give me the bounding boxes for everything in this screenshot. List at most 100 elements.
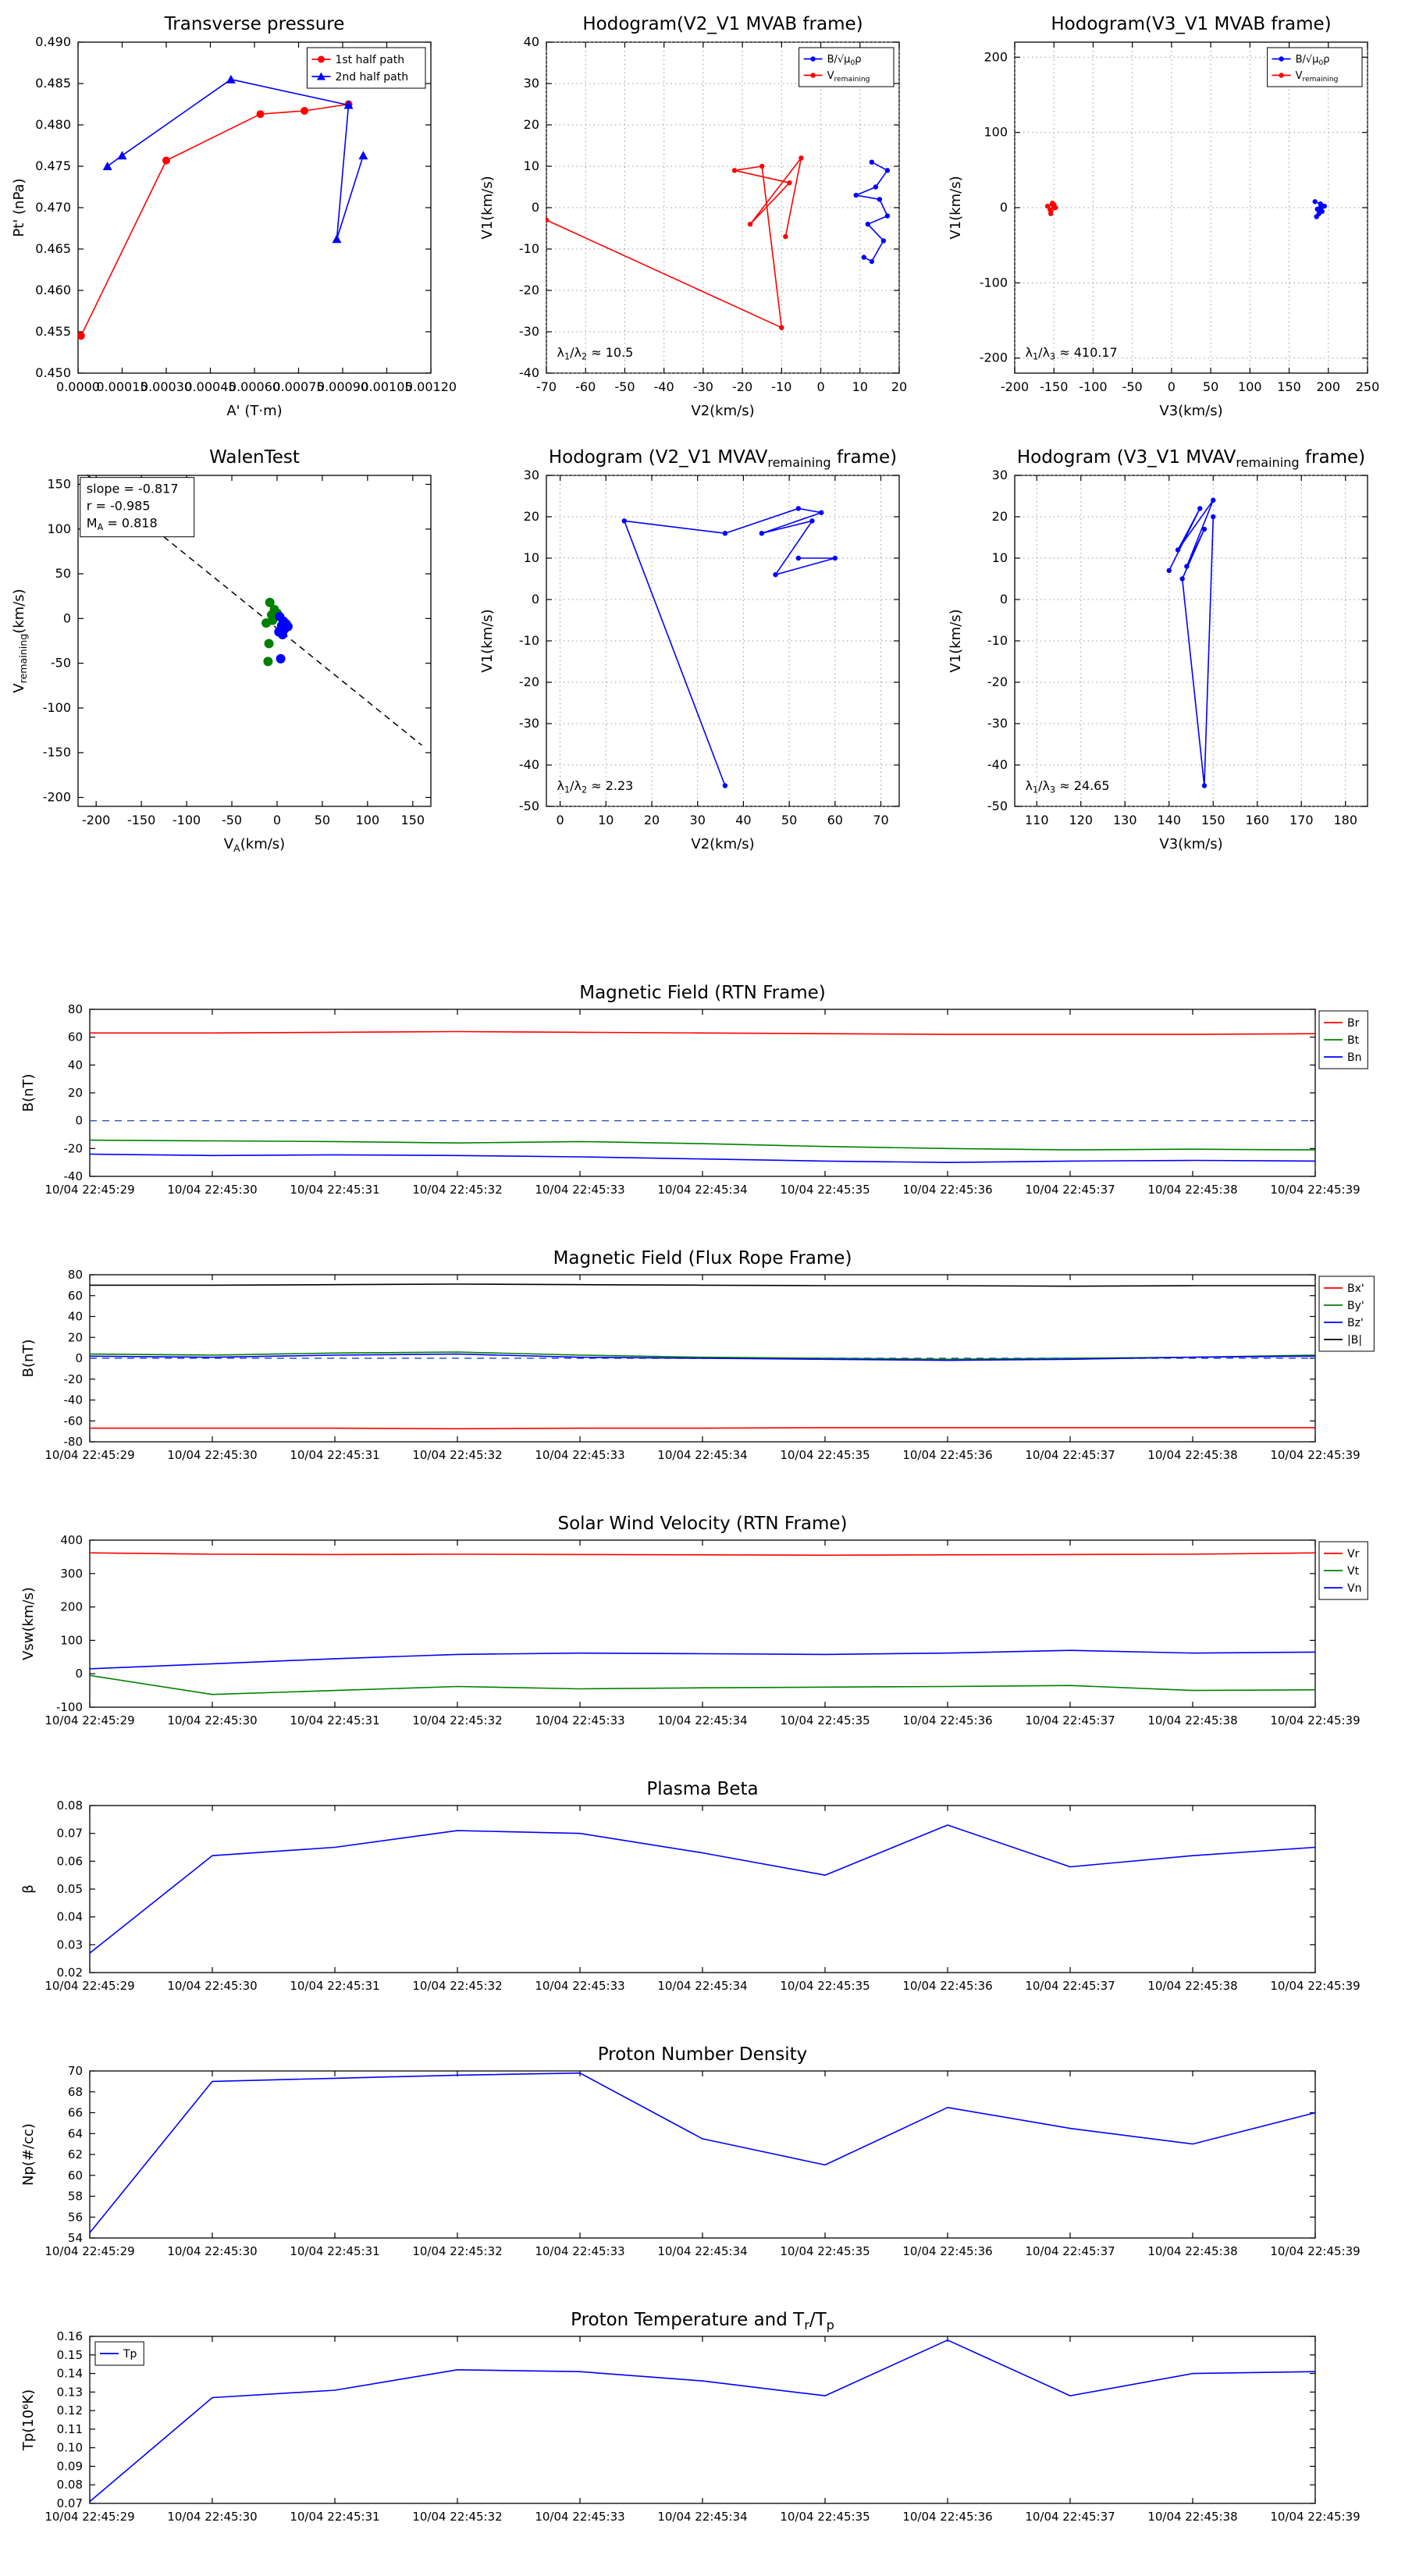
svg-text:-20: -20 — [732, 379, 752, 394]
svg-text:Transverse pressure: Transverse pressure — [164, 14, 345, 34]
svg-text:70: 70 — [68, 2064, 83, 2078]
svg-text:λ1/λ3 ≈ 410.17: λ1/λ3 ≈ 410.17 — [1026, 345, 1118, 362]
svg-text:0.470: 0.470 — [35, 200, 71, 215]
svg-text:64: 64 — [68, 2126, 83, 2140]
svg-text:160: 160 — [1245, 813, 1269, 827]
svg-text:-50: -50 — [1122, 379, 1143, 394]
svg-text:100: 100 — [984, 125, 1008, 140]
svg-text:λ1/λ3 ≈ 24.65: λ1/λ3 ≈ 24.65 — [1026, 778, 1110, 795]
svg-text:10/04 22:45:39: 10/04 22:45:39 — [1270, 1979, 1360, 1993]
svg-text:10/04 22:45:29: 10/04 22:45:29 — [44, 2244, 134, 2258]
svg-text:-150: -150 — [1040, 379, 1068, 394]
svg-text:10/04 22:45:30: 10/04 22:45:30 — [167, 1979, 257, 1993]
svg-text:0.00015: 0.00015 — [96, 379, 148, 394]
svg-text:40: 40 — [735, 813, 751, 827]
svg-text:10/04 22:45:39: 10/04 22:45:39 — [1270, 1448, 1360, 1462]
chart-hodogram-v3v1-mvab: -200 -150 -100 -50 0 50 100 150 200 250 -200 -100 0 1… — [937, 8, 1405, 441]
svg-text:100: 100 — [1238, 379, 1262, 394]
svg-text:-60: -60 — [64, 1414, 84, 1428]
chart-hodogram-v3v1-mvav-remaining: 110 120 130 140 150 160 170 180 -50 -40 -30 -20 -10 0… — [937, 441, 1405, 874]
chart-hodogram-v2v1-mvab: -70 -60 -50 -40 -30 -20 -10 0 10 20 -40 -30 -20 -10 0 1… — [468, 8, 937, 441]
svg-text:0.450: 0.450 — [35, 365, 71, 380]
transverse-pressure-plot: 0.00000.000150.000300.000450.000600.0007… — [11, 14, 457, 419]
svg-text:V1(km/s): V1(km/s) — [948, 176, 964, 239]
svg-text:0: 0 — [273, 813, 281, 827]
svg-text:0: 0 — [532, 592, 539, 607]
svg-text:10/04 22:45:29: 10/04 22:45:29 — [44, 1979, 134, 1993]
svg-text:Hodogram (V2_V1 MVAVremaining: Hodogram (V2_V1 MVAVremaining frame) — [549, 447, 897, 470]
svg-text:0.00030: 0.00030 — [140, 379, 192, 394]
svg-text:Magnetic Field (RTN Frame): Magnetic Field (RTN Frame) — [579, 983, 826, 1003]
svg-text:10/04 22:45:37: 10/04 22:45:37 — [1025, 1183, 1115, 1197]
svg-text:10: 10 — [852, 379, 868, 394]
svg-text:-100: -100 — [1079, 379, 1107, 394]
svg-text:-100: -100 — [173, 813, 201, 827]
svg-text:120: 120 — [1069, 813, 1093, 827]
svg-text:MA = 0.818: MA = 0.818 — [87, 516, 158, 533]
svg-text:10/04 22:45:32: 10/04 22:45:32 — [412, 1979, 502, 1993]
svg-text:50: 50 — [781, 813, 797, 827]
svg-text:10/04 22:45:35: 10/04 22:45:35 — [780, 1448, 870, 1462]
svg-text:0: 0 — [63, 610, 71, 625]
svg-text:V2(km/s): V2(km/s) — [691, 836, 754, 852]
svg-text:-30: -30 — [693, 379, 713, 394]
svg-text:300: 300 — [60, 1567, 83, 1581]
svg-text:0.07: 0.07 — [57, 1827, 83, 1841]
svg-text:2nd half path: 2nd half path — [335, 71, 408, 84]
svg-text:10/04 22:45:37: 10/04 22:45:37 — [1025, 2244, 1115, 2258]
svg-text:-80: -80 — [64, 1435, 84, 1449]
svg-text:0.00120: 0.00120 — [405, 379, 457, 394]
svg-text:10/04 22:45:36: 10/04 22:45:36 — [902, 1713, 992, 1727]
svg-text:10/04 22:45:31: 10/04 22:45:31 — [290, 1979, 379, 1993]
chart-solar-wind-velocity: 10/04 22:45:29 10/04 22:45:30 10/04 22:45:… — [0, 1510, 1405, 1770]
chart-walen-test: -200 -150 -100 -50 0 50 100 150 -200 -150 -100 -50 0… — [0, 441, 468, 874]
svg-text:V2(km/s): V2(km/s) — [691, 403, 754, 419]
svg-text:Tp(10⁶K): Tp(10⁶K) — [20, 2389, 37, 2451]
svg-text:-40: -40 — [654, 379, 674, 394]
svg-text:Hodogram(V2_V1 MVAB frame): Hodogram(V2_V1 MVAB frame) — [582, 14, 863, 34]
svg-text:10: 10 — [992, 550, 1008, 565]
svg-text:WalenTest: WalenTest — [209, 447, 300, 468]
svg-text:200: 200 — [1317, 379, 1341, 394]
svg-text:By': By' — [1347, 1300, 1364, 1312]
svg-text:10/04 22:45:36: 10/04 22:45:36 — [902, 2510, 992, 2524]
svg-text:0.05: 0.05 — [57, 1882, 83, 1896]
svg-text:20: 20 — [524, 509, 539, 524]
svg-text:Bt: Bt — [1347, 1034, 1360, 1047]
svg-text:10/04 22:45:33: 10/04 22:45:33 — [535, 1713, 624, 1727]
svg-text:10/04 22:45:29: 10/04 22:45:29 — [44, 1183, 134, 1197]
svg-text:10/04 22:45:35: 10/04 22:45:35 — [780, 2244, 870, 2258]
svg-text:-20: -20 — [519, 674, 539, 689]
svg-text:A' (T·m): A' (T·m) — [226, 403, 282, 419]
svg-text:10/04 22:45:35: 10/04 22:45:35 — [780, 1713, 870, 1727]
svg-text:0.04: 0.04 — [57, 1910, 83, 1924]
hodogram-v2v1-mvab-plot: -70 -60 -50 -40 -30 -20 -10 0 10 20 -40 -30 -20 -10 0 1… — [479, 14, 907, 419]
svg-text:Solar Wind Velocity (RTN Frame: Solar Wind Velocity (RTN Frame) — [557, 1514, 847, 1534]
svg-text:100: 100 — [356, 813, 380, 827]
svg-text:10/04 22:45:35: 10/04 22:45:35 — [780, 1183, 870, 1197]
svg-text:20: 20 — [891, 379, 907, 394]
svg-text:10/04 22:45:33: 10/04 22:45:33 — [535, 1448, 624, 1462]
svg-text:10/04 22:45:34: 10/04 22:45:34 — [657, 1713, 747, 1727]
svg-text:0.15: 0.15 — [57, 2348, 83, 2362]
svg-text:β: β — [20, 1884, 37, 1894]
svg-text:-20: -20 — [64, 1141, 84, 1155]
svg-text:150: 150 — [1277, 379, 1301, 394]
svg-text:0.16: 0.16 — [57, 2329, 83, 2343]
svg-text:10/04 22:45:34: 10/04 22:45:34 — [657, 2244, 747, 2258]
svg-text:0.10: 0.10 — [57, 2441, 83, 2455]
svg-text:0.08: 0.08 — [57, 2478, 83, 2492]
svg-text:130: 130 — [1113, 813, 1137, 827]
svg-text:Vt: Vt — [1347, 1565, 1360, 1578]
svg-text:80: 80 — [68, 1002, 83, 1016]
svg-text:10/04 22:45:32: 10/04 22:45:32 — [412, 1183, 502, 1197]
svg-text:30: 30 — [690, 813, 706, 827]
svg-text:B/√μ0ρ: B/√μ0ρ — [827, 54, 862, 67]
svg-text:-30: -30 — [519, 716, 539, 731]
hodogram-v3v1-mvav-plot: 110 120 130 140 150 160 170 180 -50 -40 -30 -20 -10 0… — [948, 447, 1368, 852]
svg-text:10/04 22:45:36: 10/04 22:45:36 — [902, 1183, 992, 1197]
svg-text:10/04 22:45:29: 10/04 22:45:29 — [44, 1448, 134, 1462]
svg-text:10/04 22:45:37: 10/04 22:45:37 — [1025, 1448, 1115, 1462]
chart-plasma-beta: 10/04 22:45:29 10/04 22:45:30 10/04 22:45:… — [0, 1776, 1405, 2035]
